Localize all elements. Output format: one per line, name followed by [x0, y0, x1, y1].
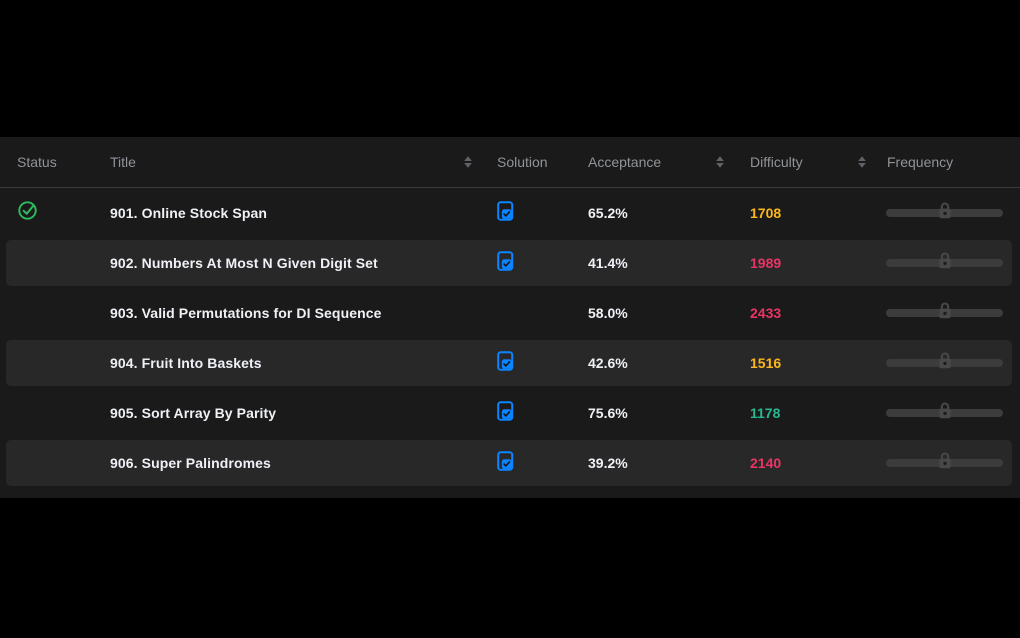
- acceptance-value: 42.6%: [586, 355, 748, 371]
- column-header-frequency: Frequency: [884, 154, 1020, 170]
- frequency-cell: [884, 451, 1020, 475]
- solution-cell: [492, 201, 586, 226]
- table-body: 901. Online Stock Span 65.2% 1708: [0, 188, 1020, 488]
- problem-title-link[interactable]: 904. Fruit Into Baskets: [110, 355, 492, 371]
- problem-title-link[interactable]: 905. Sort Array By Parity: [110, 405, 492, 421]
- acceptance-value: 39.2%: [586, 455, 748, 471]
- column-header-difficulty[interactable]: Difficulty: [748, 154, 884, 170]
- status-cell: [0, 200, 110, 226]
- difficulty-rating: 1708: [748, 205, 884, 221]
- lock-icon: [936, 451, 953, 475]
- table-row[interactable]: 904. Fruit Into Baskets 42.6% 1516: [0, 338, 1020, 388]
- frequency-cell: [884, 201, 1020, 225]
- acceptance-value: 75.6%: [586, 405, 748, 421]
- difficulty-rating: 2140: [748, 455, 884, 471]
- document-check-icon[interactable]: [497, 201, 514, 226]
- acceptance-value: 41.4%: [586, 255, 748, 271]
- problem-title-link[interactable]: 901. Online Stock Span: [110, 205, 492, 221]
- table-row[interactable]: 906. Super Palindromes 39.2% 2140: [0, 438, 1020, 488]
- frequency-bar[interactable]: [886, 451, 1003, 475]
- column-header-title[interactable]: Title: [110, 154, 492, 170]
- problem-title-link[interactable]: 902. Numbers At Most N Given Digit Set: [110, 255, 492, 271]
- document-check-icon[interactable]: [497, 401, 514, 426]
- frequency-cell: [884, 301, 1020, 325]
- frequency-bar[interactable]: [886, 301, 1003, 325]
- lock-icon: [936, 301, 953, 325]
- table-row[interactable]: 902. Numbers At Most N Given Digit Set 4…: [0, 238, 1020, 288]
- frequency-cell: [884, 251, 1020, 275]
- column-label: Acceptance: [588, 154, 661, 170]
- column-header-status: Status: [0, 154, 110, 170]
- document-check-icon[interactable]: [497, 251, 514, 276]
- solution-cell: [492, 351, 586, 376]
- frequency-bar[interactable]: [886, 251, 1003, 275]
- solution-cell: [492, 401, 586, 426]
- frequency-bar[interactable]: [886, 351, 1003, 375]
- sort-arrows-icon[interactable]: [714, 155, 726, 169]
- solution-cell: [492, 251, 586, 276]
- column-label: Status: [17, 154, 57, 170]
- check-circle-icon: [17, 200, 38, 226]
- problem-title-link[interactable]: 903. Valid Permutations for DI Sequence: [110, 305, 492, 321]
- table-row[interactable]: 901. Online Stock Span 65.2% 1708: [0, 188, 1020, 238]
- column-label: Title: [110, 154, 136, 170]
- lock-icon: [936, 351, 953, 375]
- frequency-bar[interactable]: [886, 401, 1003, 425]
- document-check-icon[interactable]: [497, 351, 514, 376]
- frequency-cell: [884, 401, 1020, 425]
- lock-icon: [936, 201, 953, 225]
- column-header-solution: Solution: [492, 154, 586, 170]
- difficulty-rating: 2433: [748, 305, 884, 321]
- lock-icon: [936, 401, 953, 425]
- lock-icon: [936, 251, 953, 275]
- column-label: Frequency: [887, 154, 953, 170]
- status-cell: [0, 400, 110, 426]
- difficulty-rating: 1989: [748, 255, 884, 271]
- difficulty-rating: 1516: [748, 355, 884, 371]
- table-row[interactable]: 905. Sort Array By Parity 75.6% 1178: [0, 388, 1020, 438]
- frequency-cell: [884, 351, 1020, 375]
- problem-title-link[interactable]: 906. Super Palindromes: [110, 455, 492, 471]
- acceptance-value: 58.0%: [586, 305, 748, 321]
- column-header-acceptance[interactable]: Acceptance: [586, 154, 748, 170]
- column-label: Difficulty: [750, 154, 803, 170]
- difficulty-rating: 1178: [748, 405, 884, 421]
- column-label: Solution: [497, 154, 548, 170]
- table-header-row: Status Title Solution Acceptance Difficu…: [0, 137, 1020, 188]
- frequency-bar[interactable]: [886, 201, 1003, 225]
- status-cell: [0, 450, 110, 476]
- acceptance-value: 65.2%: [586, 205, 748, 221]
- status-cell: [0, 300, 110, 326]
- sort-arrows-icon[interactable]: [462, 155, 474, 169]
- status-cell: [0, 250, 110, 276]
- solution-cell: [492, 451, 586, 476]
- problems-table: Status Title Solution Acceptance Difficu…: [0, 137, 1020, 498]
- document-check-icon[interactable]: [497, 451, 514, 476]
- solution-cell: [492, 301, 586, 326]
- sort-arrows-icon[interactable]: [856, 155, 868, 169]
- table-row[interactable]: 903. Valid Permutations for DI Sequence …: [0, 288, 1020, 338]
- status-cell: [0, 350, 110, 376]
